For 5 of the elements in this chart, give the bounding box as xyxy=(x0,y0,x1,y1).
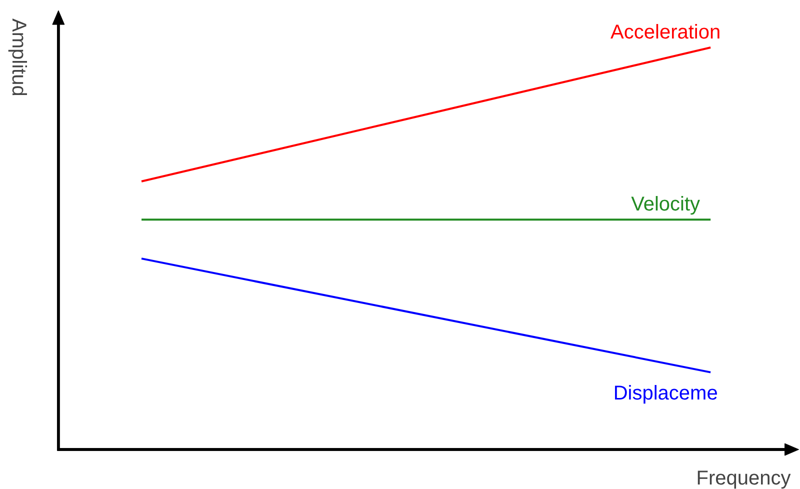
x-axis-title: Frequency xyxy=(696,468,791,489)
y-axis-title: Amplitud xyxy=(7,18,30,96)
series-label: Acceleration xyxy=(610,22,721,44)
series-label: Displaceme xyxy=(613,382,718,404)
series-label: Velocity xyxy=(631,194,700,216)
